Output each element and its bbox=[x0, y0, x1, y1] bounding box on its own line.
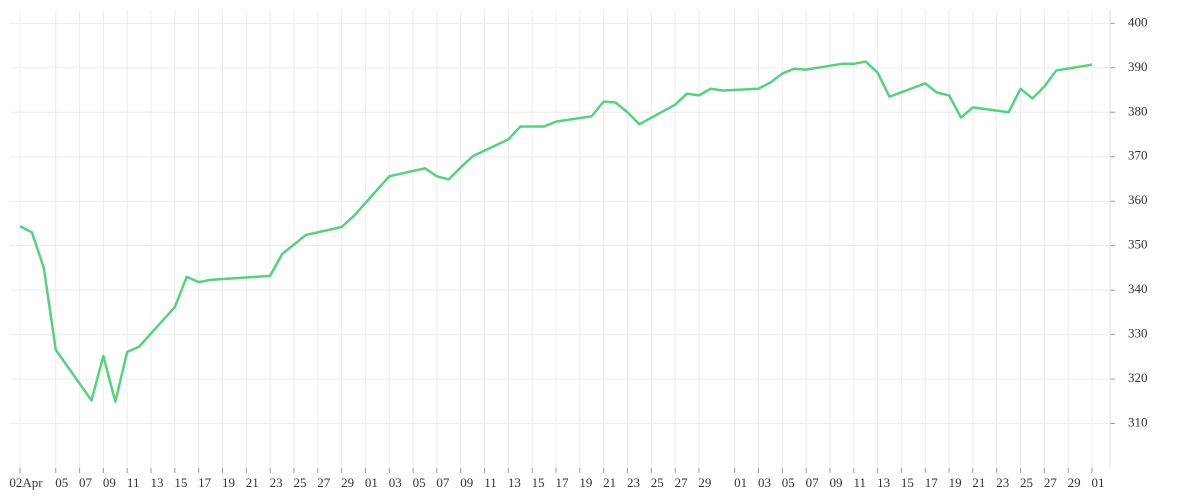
x-tick-label: 29 bbox=[698, 475, 711, 490]
x-tick-label: 23 bbox=[270, 475, 283, 490]
x-tick-label: 19 bbox=[222, 475, 235, 490]
x-tick-label: 05 bbox=[55, 475, 68, 490]
x-tick-label: 29 bbox=[1068, 475, 1081, 490]
x-tick-label: 19 bbox=[949, 475, 962, 490]
x-tick-label: 15 bbox=[174, 475, 187, 490]
x-tick-label: 27 bbox=[317, 475, 331, 490]
y-tick-label: 310 bbox=[1128, 415, 1148, 430]
x-tick-label: 27 bbox=[675, 475, 689, 490]
y-tick-label: 360 bbox=[1128, 192, 1148, 207]
y-tick-label: 340 bbox=[1128, 281, 1148, 296]
x-tick-label: 19 bbox=[579, 475, 592, 490]
x-tick-label: 25 bbox=[1020, 475, 1033, 490]
x-tick-label: 09 bbox=[460, 475, 473, 490]
x-tick-label: 17 bbox=[556, 475, 570, 490]
x-tick-label: 11 bbox=[127, 475, 140, 490]
x-tick-label: 23 bbox=[627, 475, 640, 490]
x-tick-label: 09 bbox=[103, 475, 116, 490]
x-tick-label: 07 bbox=[806, 475, 820, 490]
x-tick-label: 23 bbox=[996, 475, 1009, 490]
x-tick-label: 02Apr bbox=[9, 475, 43, 490]
y-tick-label: 330 bbox=[1128, 326, 1148, 341]
x-tick-label: 01 bbox=[734, 475, 747, 490]
x-tick-label: 05 bbox=[782, 475, 795, 490]
x-tick-label: 03 bbox=[758, 475, 771, 490]
x-tick-label: 07 bbox=[436, 475, 450, 490]
y-tick-label: 380 bbox=[1128, 103, 1148, 118]
y-tick-label: 390 bbox=[1128, 59, 1148, 74]
x-tick-label: 05 bbox=[413, 475, 426, 490]
x-tick-label: 25 bbox=[293, 475, 306, 490]
x-tick-label: 13 bbox=[151, 475, 164, 490]
x-tick-label: 03 bbox=[389, 475, 402, 490]
y-tick-label: 400 bbox=[1128, 14, 1148, 29]
x-tick-label: 21 bbox=[246, 475, 259, 490]
x-tick-label: 13 bbox=[877, 475, 890, 490]
x-tick-label: 13 bbox=[508, 475, 521, 490]
x-tick-label: 11 bbox=[484, 475, 497, 490]
x-tick-label: 01 bbox=[1092, 475, 1105, 490]
line-series bbox=[19, 60, 1093, 403]
x-tick-label: 25 bbox=[651, 475, 664, 490]
x-tick-label: 21 bbox=[972, 475, 985, 490]
y-tick-label: 320 bbox=[1128, 370, 1148, 385]
x-tick-label: 17 bbox=[198, 475, 212, 490]
x-tick-label: 21 bbox=[603, 475, 616, 490]
x-tick-label: 09 bbox=[829, 475, 842, 490]
x-tick-label: 17 bbox=[925, 475, 939, 490]
y-tick-label: 350 bbox=[1128, 237, 1148, 252]
y-tick-label: 370 bbox=[1128, 148, 1148, 163]
x-tick-label: 27 bbox=[1044, 475, 1058, 490]
x-tick-label: 29 bbox=[341, 475, 354, 490]
x-tick-label: 15 bbox=[532, 475, 545, 490]
x-tick-label: 11 bbox=[854, 475, 867, 490]
x-tick-label: 01 bbox=[365, 475, 378, 490]
x-tick-label: 15 bbox=[901, 475, 914, 490]
x-tick-label: 07 bbox=[79, 475, 93, 490]
